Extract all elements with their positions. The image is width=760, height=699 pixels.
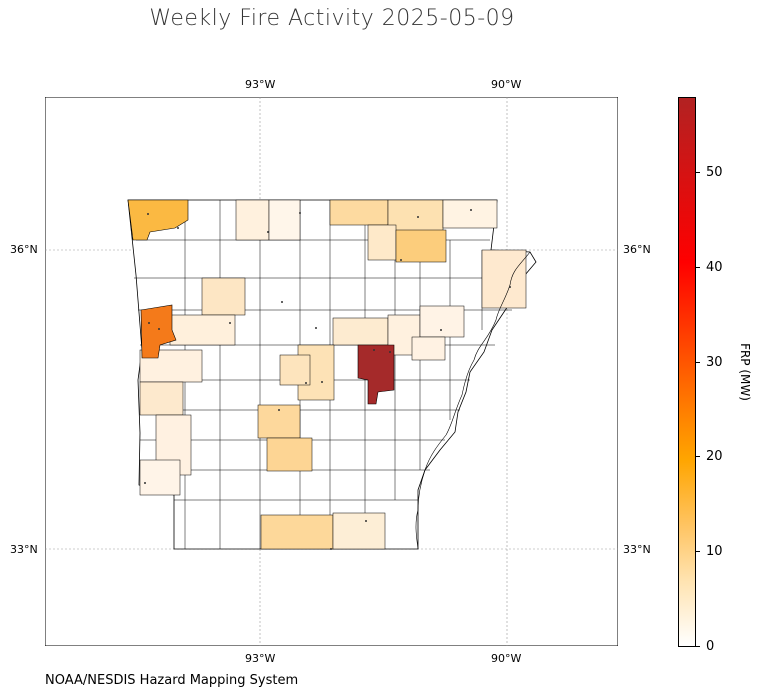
fire-point <box>373 349 375 351</box>
colorbar-tickmark <box>696 172 700 173</box>
fire-point <box>229 322 231 324</box>
lat-tick-right-36: 36°N <box>623 243 651 256</box>
fire-point <box>177 227 179 229</box>
colorbar-tickmark <box>696 267 700 268</box>
lon-tick-bottom-90: 90°W <box>491 652 522 665</box>
county-benton <box>127 199 189 241</box>
fire-point <box>365 520 367 522</box>
county-scott <box>140 304 177 359</box>
county-fill <box>266 437 313 472</box>
county-fill <box>260 514 334 550</box>
county-fill <box>332 317 389 346</box>
county-fill <box>268 199 301 241</box>
fire-point <box>330 548 332 550</box>
fire-point <box>400 259 402 261</box>
county-fill <box>411 336 446 361</box>
fire-point <box>321 381 323 383</box>
fire-point <box>440 329 442 331</box>
county-fill <box>139 381 184 416</box>
lat-tick-left-36: 36°N <box>10 243 38 256</box>
fire-point <box>281 301 283 303</box>
fire-point <box>389 351 391 353</box>
lon-tick-top-90: 90°W <box>491 78 522 91</box>
county-fill <box>235 199 270 241</box>
fire-point <box>148 322 150 324</box>
county-fill <box>139 459 181 496</box>
arkansas-fire-map <box>45 97 618 646</box>
fire-point <box>315 327 317 329</box>
county-fill <box>279 354 311 386</box>
lon-tick-bottom-93: 93°W <box>245 652 276 665</box>
fire-point <box>158 328 160 330</box>
county-fill <box>367 224 397 261</box>
fire-point <box>470 209 472 211</box>
county-fill <box>332 512 386 550</box>
fire-point <box>509 286 511 288</box>
colorbar-tickmark <box>696 456 700 457</box>
fire-point <box>417 216 419 218</box>
fire-point <box>267 231 269 233</box>
county-fill <box>395 229 447 263</box>
fire-point <box>278 409 280 411</box>
county-fill <box>329 199 389 226</box>
frp-colorbar <box>678 97 696 647</box>
colorbar-tick-30: 30 <box>706 355 723 370</box>
colorbar-tick-20: 20 <box>706 449 723 464</box>
fire-point <box>147 213 149 215</box>
colorbar-tick-40: 40 <box>706 260 723 275</box>
county-fill <box>201 277 246 316</box>
light-counties <box>139 199 527 550</box>
colorbar-tick-10: 10 <box>706 544 723 559</box>
lon-tick-top-93: 93°W <box>245 78 276 91</box>
fire-detections <box>144 209 511 550</box>
mississippi-river <box>415 251 531 550</box>
lat-tick-right-33: 33°N <box>623 543 651 556</box>
fire-point <box>305 382 307 384</box>
data-credit: NOAA/NESDIS Hazard Mapping System <box>45 673 299 688</box>
lat-tick-left-33: 33°N <box>10 543 38 556</box>
colorbar-tickmark <box>696 551 700 552</box>
county-fill <box>169 314 236 346</box>
colorbar-tick-0: 0 <box>706 639 715 654</box>
county-fill <box>419 305 465 338</box>
county-white <box>357 344 395 405</box>
county-fill <box>442 199 498 229</box>
fire-point <box>299 212 301 214</box>
colorbar-tick-50: 50 <box>706 165 723 180</box>
fire-point <box>144 482 146 484</box>
colorbar-label: FRP (MW) <box>738 343 752 401</box>
colorbar-tickmark <box>696 646 700 647</box>
colorbar-tickmark <box>696 362 700 363</box>
map-title: Weekly Fire Activity 2025-05-09 <box>149 6 515 31</box>
county-fill <box>481 249 527 309</box>
